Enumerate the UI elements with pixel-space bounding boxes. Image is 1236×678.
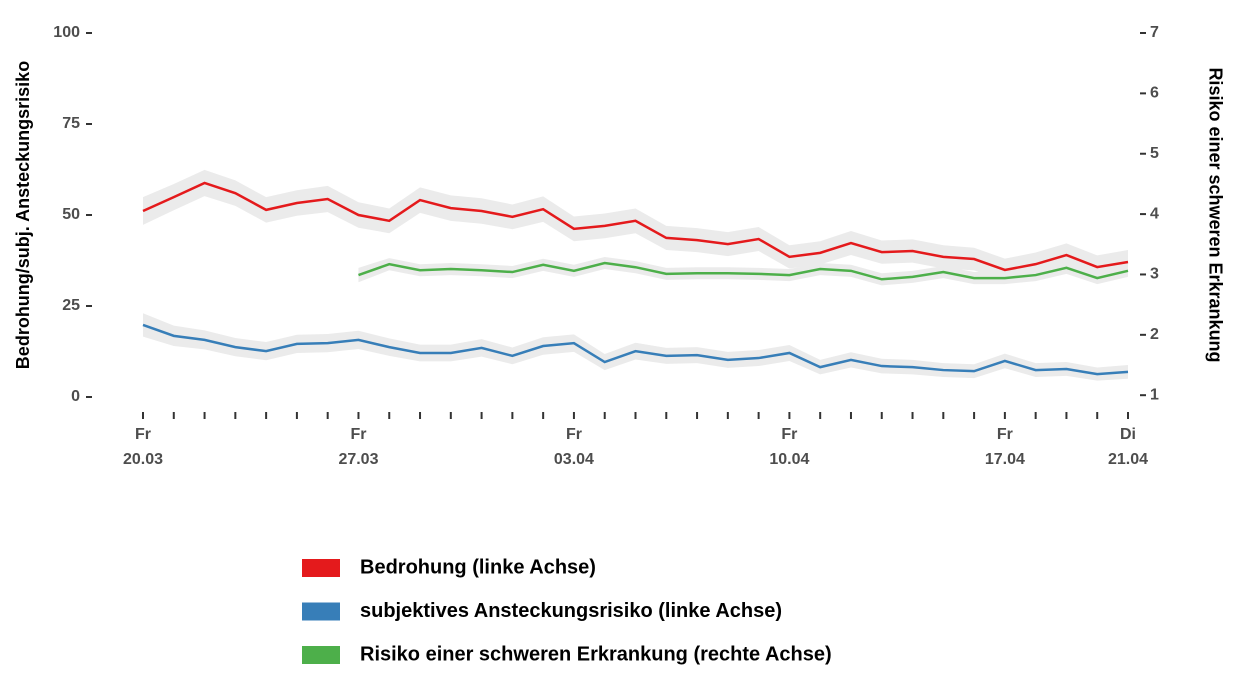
y-tick-label: 0 bbox=[71, 388, 80, 405]
y-tick-label: 100 bbox=[53, 24, 80, 41]
y2-tick-label: 4 bbox=[1150, 205, 1159, 222]
y-axis-title: Bedrohung/subj. Ansteckungsrisiko bbox=[13, 61, 33, 369]
y2-tick-label: 1 bbox=[1150, 386, 1159, 403]
x-tick-label: 21.04 bbox=[1108, 451, 1148, 468]
x-tick-weekday: Fr bbox=[350, 426, 366, 443]
y2-axis-title: Risiko einer schweren Erkrankung bbox=[1205, 67, 1225, 362]
y2-tick-label: 3 bbox=[1150, 266, 1159, 283]
x-tick-label: 10.04 bbox=[769, 451, 809, 468]
x-tick-weekday: Di bbox=[1120, 426, 1136, 443]
x-tick-label: 20.03 bbox=[123, 451, 163, 468]
x-tick-label: 17.04 bbox=[985, 451, 1025, 468]
confidence-band bbox=[358, 256, 1128, 286]
x-tick-label: 27.03 bbox=[338, 451, 378, 468]
x-tick-weekday: Fr bbox=[997, 426, 1013, 443]
series-line bbox=[358, 261, 1129, 281]
legend-label: subjektives Ansteckungsrisiko (linke Ach… bbox=[360, 600, 782, 622]
legend-swatch bbox=[302, 646, 340, 664]
y2-tick-label: 5 bbox=[1150, 145, 1159, 162]
y-tick-label: 75 bbox=[62, 115, 80, 132]
y-tick-label: 50 bbox=[62, 206, 80, 223]
y2-tick-label: 2 bbox=[1150, 326, 1159, 343]
series-line bbox=[142, 181, 1129, 272]
legend-swatch bbox=[302, 559, 340, 577]
x-tick-weekday: Fr bbox=[781, 426, 797, 443]
legend-label: Bedrohung (linke Achse) bbox=[360, 556, 596, 578]
y-tick-label: 25 bbox=[62, 297, 80, 314]
legend-swatch bbox=[302, 602, 340, 621]
confidence-band bbox=[143, 313, 1128, 381]
y2-tick-label: 6 bbox=[1150, 85, 1159, 102]
x-tick-weekday: Fr bbox=[566, 426, 582, 443]
confidence-band bbox=[143, 169, 1128, 282]
y2-tick-label: 7 bbox=[1150, 24, 1159, 41]
series-line bbox=[142, 323, 1129, 376]
x-tick-weekday: Fr bbox=[135, 426, 151, 443]
legend-label: Risiko einer schweren Erkrankung (rechte… bbox=[360, 643, 832, 665]
x-tick-label: 03.04 bbox=[554, 451, 594, 468]
